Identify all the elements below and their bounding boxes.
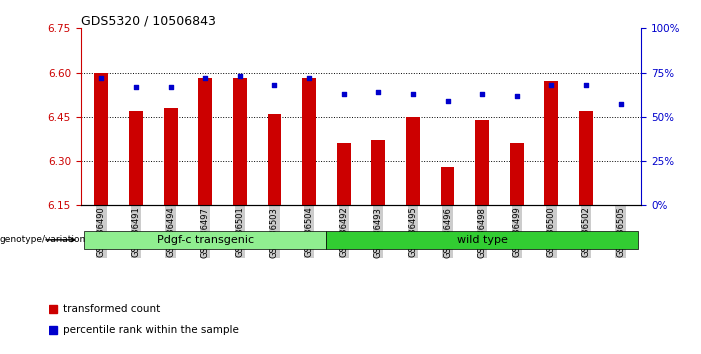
Point — [165, 84, 176, 90]
Point — [96, 75, 107, 81]
Bar — [327, 231, 638, 249]
Bar — [372, 141, 386, 205]
Point — [338, 91, 349, 97]
Point — [615, 102, 626, 107]
Point — [477, 91, 488, 97]
Point — [200, 75, 211, 81]
Point — [304, 75, 315, 81]
Point — [130, 84, 142, 90]
Text: Pdgf-c transgenic: Pdgf-c transgenic — [157, 235, 254, 245]
Bar — [302, 79, 316, 205]
Bar — [164, 108, 177, 205]
Text: genotype/variation: genotype/variation — [0, 235, 86, 244]
Text: percentile rank within the sample: percentile rank within the sample — [63, 325, 239, 335]
Bar — [336, 143, 350, 205]
Bar — [84, 231, 327, 249]
Bar — [129, 111, 143, 205]
Point — [269, 82, 280, 88]
Point — [407, 91, 418, 97]
Bar — [441, 167, 454, 205]
Point — [546, 82, 557, 88]
Bar — [95, 73, 109, 205]
Bar — [579, 111, 593, 205]
Bar — [475, 120, 489, 205]
Point — [234, 73, 245, 79]
Point — [580, 82, 592, 88]
Bar — [510, 143, 524, 205]
Text: GDS5320 / 10506843: GDS5320 / 10506843 — [81, 14, 215, 27]
Bar — [406, 117, 420, 205]
Bar — [198, 79, 212, 205]
Point — [511, 93, 522, 98]
Point — [442, 98, 453, 104]
Bar — [545, 81, 558, 205]
Text: transformed count: transformed count — [63, 304, 161, 314]
Bar — [233, 79, 247, 205]
Bar — [268, 114, 281, 205]
Text: wild type: wild type — [457, 235, 508, 245]
Point — [373, 89, 384, 95]
